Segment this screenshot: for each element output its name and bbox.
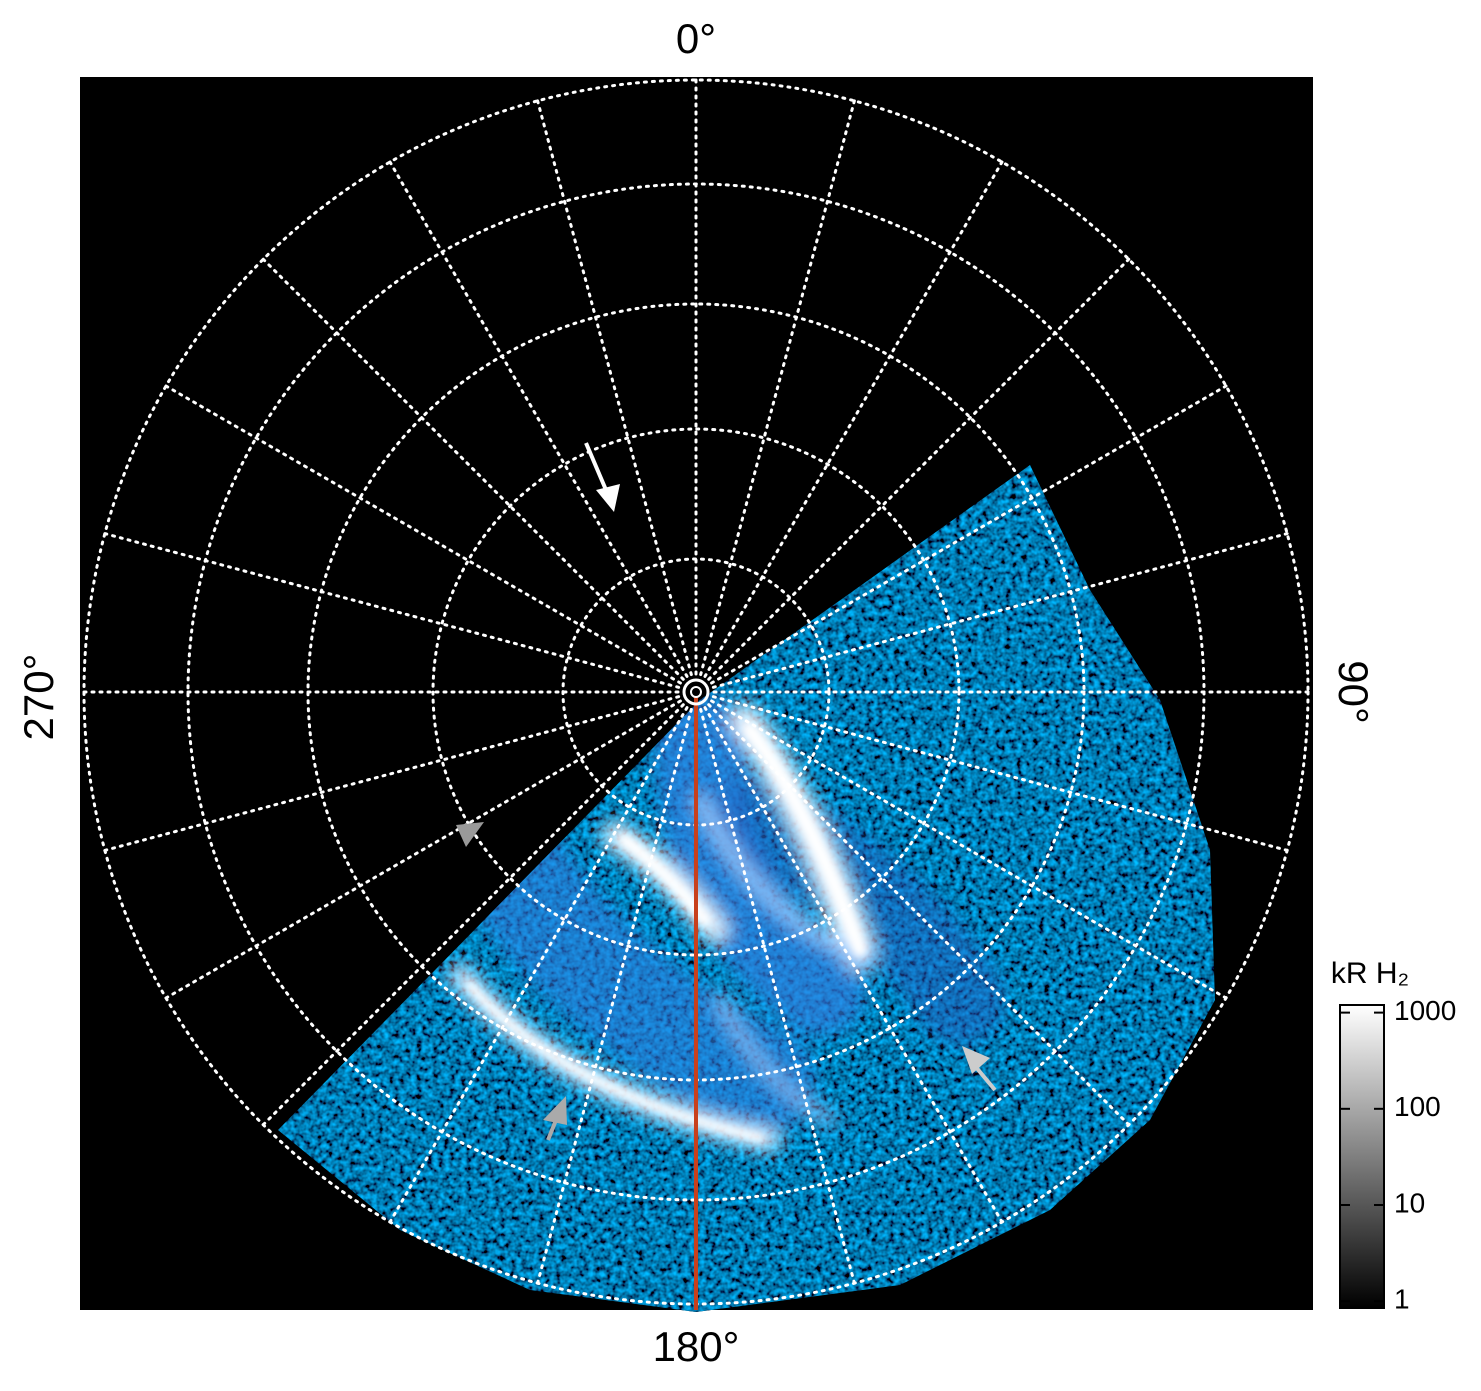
- colorbar-tick-label: 10: [1394, 1187, 1425, 1218]
- arrow: [962, 1046, 997, 1092]
- grid-spoke: [711, 532, 1289, 689]
- grid-spoke: [703, 160, 1004, 678]
- angle-label: 0°: [676, 15, 716, 62]
- colorbar-tick-label: 100: [1394, 1091, 1441, 1122]
- colorbar: [1339, 1004, 1385, 1309]
- grid-spoke: [261, 257, 685, 681]
- grid-spoke: [164, 384, 682, 685]
- angle-label: 90°: [1330, 660, 1377, 724]
- angle-label: 270°: [15, 654, 62, 741]
- grid-spoke: [710, 699, 1228, 1000]
- grid-spoke: [536, 99, 693, 677]
- grid-spoke: [707, 257, 1131, 681]
- arrow: [456, 822, 484, 847]
- arrow: [543, 1096, 567, 1141]
- grid-spoke: [536, 707, 693, 1285]
- colorbar-tick-label: 1: [1394, 1284, 1410, 1315]
- grid-spoke: [103, 532, 681, 689]
- colorbar-tick-label: 1000: [1394, 995, 1456, 1026]
- arrow: [584, 442, 620, 512]
- grid-spoke: [699, 707, 856, 1285]
- angle-label: 180°: [653, 1323, 740, 1370]
- pole-marker: [690, 686, 702, 698]
- colorbar-title: kR H₂: [1331, 957, 1409, 990]
- grid-spoke: [103, 695, 681, 852]
- pole-marker: [682, 678, 710, 706]
- grid-spoke: [703, 706, 1004, 1224]
- grid-spoke: [710, 384, 1228, 685]
- grid-spoke: [261, 703, 685, 1127]
- grid-spoke: [711, 695, 1289, 852]
- grid-circle: [431, 427, 961, 957]
- grid-spoke: [388, 160, 689, 678]
- grid-spoke: [164, 699, 682, 1000]
- grid-spoke: [707, 703, 1131, 1127]
- grid-spoke: [699, 99, 856, 677]
- grid-spoke: [388, 706, 689, 1224]
